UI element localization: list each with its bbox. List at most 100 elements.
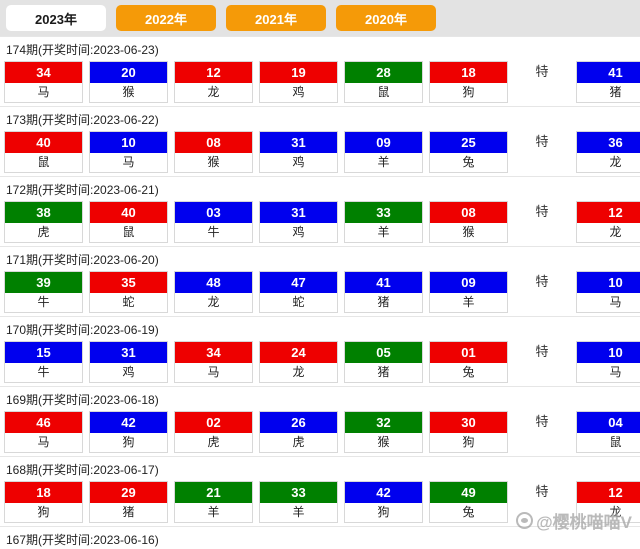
ball-zodiac: 蛇 [90,293,167,312]
draw-row: 173期(开奖时间:2023-06-22) 40 鼠 10 马 08 猴 31 鸡 09 羊 25 兔特… [0,106,640,176]
ball-zodiac: 鼠 [345,83,422,102]
ball-cell: 34 马 [174,341,253,383]
ball-number: 19 [260,62,337,83]
ball-number: 09 [430,272,507,293]
ball-number: 26 [260,412,337,433]
ball-zodiac: 马 [5,433,82,452]
year-tab-3[interactable]: 2020年 [336,5,436,31]
ball-zodiac: 龙 [175,83,252,102]
draw-row-title: 172期(开奖时间:2023-06-21) [0,176,640,201]
special-ball-cell: 36 龙 [576,131,640,173]
ball-number: 01 [430,342,507,363]
ball-zodiac: 猪 [90,503,167,522]
draw-row-title: 170期(开奖时间:2023-06-19) [0,316,640,341]
year-tab-2[interactable]: 2021年 [226,5,326,31]
ball-cell: 09 羊 [429,271,508,313]
special-ball-cell: 10 马 [576,341,640,383]
ball-zodiac: 虎 [260,433,337,452]
ball-group: 39 牛 35 蛇 48 龙 47 蛇 41 猪 09 羊特 10 马 [0,271,640,316]
special-label: 特 [535,414,549,429]
ball-zodiac: 狗 [90,433,167,452]
ball-number: 08 [175,132,252,153]
special-ball-cell: 10 马 [576,271,640,313]
year-tab-0[interactable]: 2023年 [6,5,106,31]
ball-cell: 08 猴 [174,131,253,173]
draw-row-title: 171期(开奖时间:2023-06-20) [0,246,640,271]
ball-zodiac: 羊 [345,223,422,242]
ball-cell: 41 猪 [344,271,423,313]
ball-zodiac: 兔 [430,503,507,522]
ball-cell: 29 猪 [89,481,168,523]
ball-zodiac: 羊 [430,293,507,312]
ball-zodiac: 虎 [175,433,252,452]
special-ball-number: 41 [577,62,640,83]
ball-group: 15 牛 31 鸡 34 马 24 龙 05 猪 01 兔特 10 马 [0,341,640,386]
draw-row: 171期(开奖时间:2023-06-20) 39 牛 35 蛇 48 龙 47 蛇 41 猪 09 羊特… [0,246,640,316]
ball-number: 18 [430,62,507,83]
draw-results-list: 174期(开奖时间:2023-06-23) 34 马 20 猴 12 龙 19 鸡 28 鼠 18 狗特… [0,36,640,549]
ball-number: 10 [90,132,167,153]
ball-cell: 21 羊 [174,481,253,523]
ball-cell: 35 蛇 [89,271,168,313]
ball-cell: 18 狗 [429,61,508,103]
ball-zodiac: 龙 [260,363,337,382]
special-ball-cell: 04 鼠 [576,411,640,453]
ball-number: 47 [260,272,337,293]
draw-row: 168期(开奖时间:2023-06-17) 18 狗 29 猪 21 羊 33 羊 42 狗 49 兔特… [0,456,640,526]
ball-group: 34 马 20 猴 12 龙 19 鸡 28 鼠 18 狗特 41 猪 [0,61,640,106]
ball-cell: 38 虎 [4,201,83,243]
draw-row-title: 173期(开奖时间:2023-06-22) [0,106,640,131]
ball-cell: 18 狗 [4,481,83,523]
ball-cell: 48 龙 [174,271,253,313]
ball-number: 42 [90,412,167,433]
ball-number: 09 [345,132,422,153]
ball-zodiac: 龙 [175,293,252,312]
special-ball-zodiac: 鼠 [577,433,640,452]
ball-number: 39 [5,272,82,293]
ball-zodiac: 兔 [430,153,507,172]
ball-cell: 47 蛇 [259,271,338,313]
special-ball-zodiac: 龙 [577,223,640,242]
ball-cell: 33 羊 [344,201,423,243]
ball-number: 33 [345,202,422,223]
ball-zodiac: 狗 [5,503,82,522]
ball-cell: 42 狗 [344,481,423,523]
ball-cell: 08 猴 [429,201,508,243]
ball-cell: 40 鼠 [4,131,83,173]
ball-zodiac: 牛 [5,293,82,312]
ball-cell: 01 兔 [429,341,508,383]
ball-cell: 20 猴 [89,61,168,103]
ball-cell: 03 牛 [174,201,253,243]
special-ball-zodiac: 猪 [577,83,640,102]
ball-number: 03 [175,202,252,223]
ball-number: 18 [5,482,82,503]
ball-zodiac: 马 [175,363,252,382]
ball-number: 34 [175,342,252,363]
ball-number: 12 [175,62,252,83]
ball-zodiac: 马 [5,83,82,102]
ball-number: 30 [430,412,507,433]
special-ball-cell: 12 龙 [576,201,640,243]
ball-group: 40 鼠 10 马 08 猴 31 鸡 09 羊 25 兔特 36 龙 [0,131,640,176]
ball-zodiac: 羊 [260,503,337,522]
ball-number: 05 [345,342,422,363]
special-label: 特 [535,274,549,289]
special-ball-number: 36 [577,132,640,153]
year-tab-1[interactable]: 2022年 [116,5,216,31]
ball-cell: 39 牛 [4,271,83,313]
special-label: 特 [535,484,549,499]
ball-cell: 31 鸡 [89,341,168,383]
special-label: 特 [535,64,549,79]
ball-group: 38 虎 40 鼠 03 牛 31 鸡 33 羊 08 猴特 12 龙 [0,201,640,246]
ball-zodiac: 鸡 [260,223,337,242]
ball-number: 38 [5,202,82,223]
special-ball-zodiac: 马 [577,293,640,312]
draw-row: 169期(开奖时间:2023-06-18) 46 马 42 狗 02 虎 26 虎 32 猴 30 狗特… [0,386,640,456]
special-label: 特 [535,134,549,149]
ball-zodiac: 猴 [175,153,252,172]
ball-number: 28 [345,62,422,83]
ball-number: 02 [175,412,252,433]
ball-zodiac: 鸡 [90,363,167,382]
ball-number: 08 [430,202,507,223]
